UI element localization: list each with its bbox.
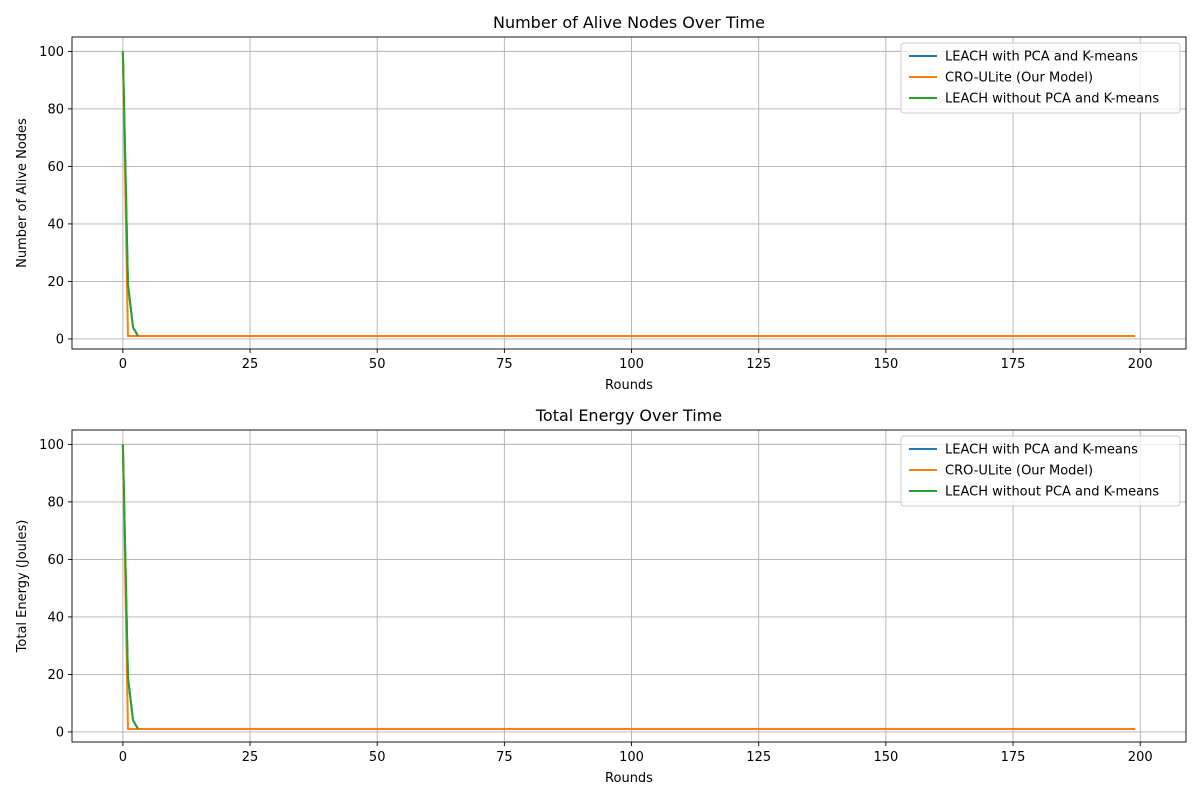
x-tick-label: 25	[242, 750, 259, 765]
legend: LEACH with PCA and K-means CRO-ULite (Our…	[900, 435, 1181, 507]
x-tick-label: 50	[369, 357, 386, 372]
chart-title: Number of Alive Nodes Over Time	[493, 13, 765, 32]
x-tick-label: 125	[746, 750, 771, 765]
x-tick-label: 175	[1001, 750, 1026, 765]
y-tick-label: 80	[47, 495, 64, 510]
chart-panel-2: 0 25 50 75 100 125 150 175 200 0 20 40 60 80 100 Total …	[15, 406, 1187, 786]
y-tick-label: 100	[39, 438, 64, 453]
y-tick-label: 80	[47, 102, 64, 117]
series-lines	[121, 51, 1136, 338]
y-tick-label: 0	[56, 725, 64, 740]
legend-label-2: CRO-ULite (Our Model)	[945, 71, 1093, 86]
y-axis-label: Total Energy (Joules)	[15, 520, 30, 654]
x-axis-label: Rounds	[605, 378, 653, 393]
x-tick-label: 75	[496, 357, 513, 372]
x-tick-label: 0	[119, 750, 127, 765]
axes-frame	[71, 429, 1187, 743]
x-tick-label: 175	[1001, 357, 1026, 372]
x-axis-label: Rounds	[605, 771, 653, 786]
y-tick-label: 40	[47, 217, 64, 232]
legend-label-1: LEACH with PCA and K-means	[945, 443, 1138, 458]
legend-label-3: LEACH without PCA and K-means	[945, 485, 1159, 500]
chart-panel-1: 0 25 50 75 100 125 150 175 200 0 20 40 60 80 100 Number…	[15, 13, 1187, 393]
x-tick-label: 0	[119, 357, 127, 372]
x-tick-label: 150	[873, 750, 898, 765]
y-tick-label: 40	[47, 610, 64, 625]
y-tick-label: 60	[47, 160, 64, 175]
legend-label-3: LEACH without PCA and K-means	[945, 92, 1159, 107]
y-tick-label: 20	[47, 668, 64, 683]
legend-box	[900, 42, 1181, 114]
x-tick-label: 150	[873, 357, 898, 372]
x-tick-label: 200	[1128, 750, 1153, 765]
series-line-3	[121, 51, 139, 337]
legend-label-1: LEACH with PCA and K-means	[945, 50, 1138, 65]
legend-label-2: CRO-ULite (Our Model)	[945, 464, 1093, 479]
series-lines	[121, 444, 1136, 731]
x-tick-label: 100	[619, 750, 644, 765]
x-tick-label: 50	[369, 750, 386, 765]
x-tick-label: 25	[242, 357, 259, 372]
x-tick-label: 100	[619, 357, 644, 372]
chart-title: Total Energy Over Time	[535, 406, 722, 425]
x-tick-label: 125	[746, 357, 771, 372]
x-tick-label: 200	[1128, 357, 1153, 372]
y-axis-label: Number of Alive Nodes	[15, 118, 30, 268]
y-tick-label: 60	[47, 553, 64, 568]
x-tick-label: 75	[496, 750, 513, 765]
y-tick-label: 100	[39, 45, 64, 60]
y-tick-label: 0	[56, 332, 64, 347]
legend-box	[900, 435, 1181, 507]
legend: LEACH with PCA and K-means CRO-ULite (Our…	[900, 42, 1181, 114]
axes-frame	[71, 36, 1187, 350]
series-line-3	[121, 444, 139, 730]
y-tick-label: 20	[47, 275, 64, 290]
